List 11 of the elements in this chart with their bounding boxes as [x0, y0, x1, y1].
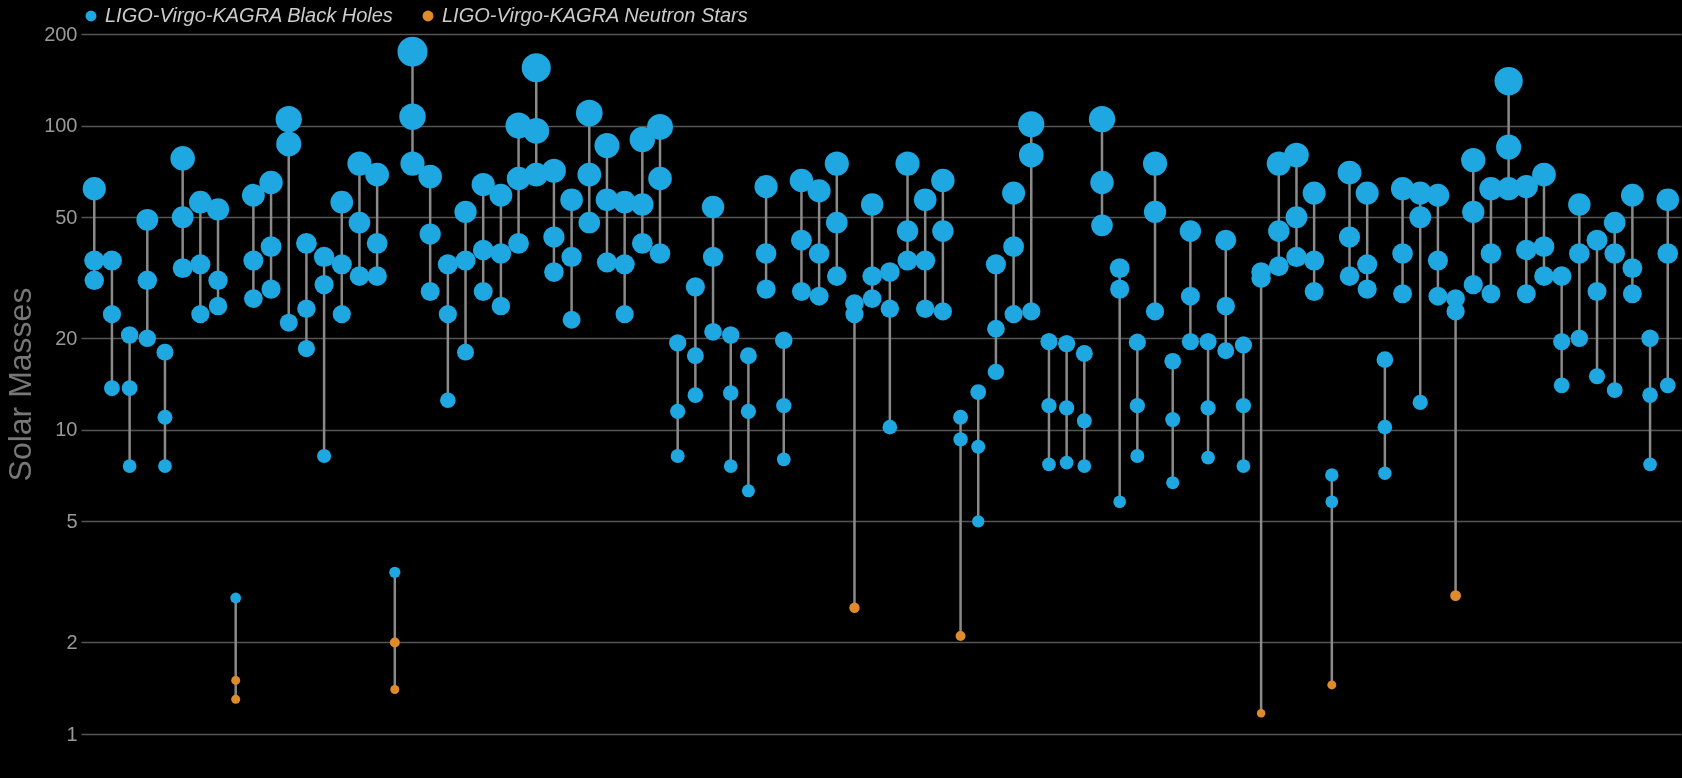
- y-axis-title: Solar Masses: [2, 287, 39, 482]
- y-tick-label: 100: [44, 114, 78, 137]
- y-tick-label: 5: [66, 509, 78, 532]
- y-tick-label: 2: [66, 630, 78, 653]
- y-tick-label: 1: [66, 722, 78, 745]
- y-tick-label: 10: [55, 418, 78, 441]
- y-tick-label: 200: [44, 22, 78, 45]
- legend-label: LIGO-Virgo-KAGRA Neutron Stars: [442, 4, 748, 26]
- y-tick-label: 50: [55, 205, 78, 228]
- legend-label: LIGO-Virgo-KAGRA Black Holes: [105, 4, 393, 26]
- y-tick-label: 20: [55, 326, 78, 349]
